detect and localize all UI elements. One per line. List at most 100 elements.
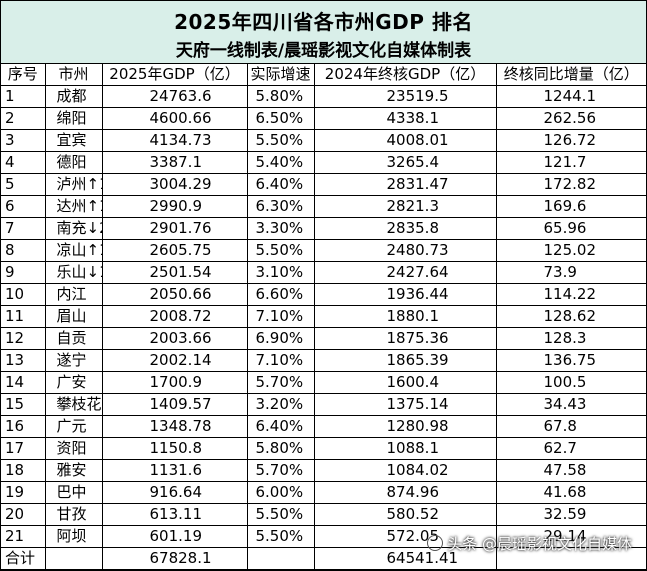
growth-rate-cell: 3.10% — [246, 261, 315, 284]
gdp-2024-cell: 23519.5 — [313, 85, 497, 108]
city-cell: 绵阳 — [44, 107, 103, 130]
rank-cell: 12 — [1, 327, 46, 350]
gdp-2024-cell: 580.52 — [313, 503, 497, 526]
sheet-title: 2025年四川省各市州GDP 排名 — [174, 10, 473, 34]
increment-cell: 67.8 — [495, 415, 646, 438]
watermark-text: 头条 @晨瑶影视文化自媒体 — [447, 535, 632, 553]
gdp-2024-cell: 1865.39 — [313, 349, 497, 372]
city-cell: 阿坝 — [44, 525, 103, 548]
rank-cell: 17 — [1, 437, 46, 460]
table-row: 14 广安 1700.9 5.70% 1600.4 100.5 — [1, 371, 646, 394]
increment-cell: 136.75 — [495, 349, 646, 372]
gdp-2025-cell: 2990.9 — [101, 195, 248, 218]
gdp-2025-cell: 2501.54 — [101, 261, 248, 284]
city-cell: 资阳 — [44, 437, 103, 460]
table-row: 21 阿坝 601.19 5.50% 572.05 29.14 — [1, 525, 646, 548]
city-cell: 乐山↓1 — [44, 261, 103, 284]
table-row: 20 甘孜 613.11 5.50% 580.52 32.59 — [1, 503, 646, 526]
gdp-2025-cell: 613.11 — [101, 503, 248, 526]
gdp-2025-cell: 2008.72 — [101, 305, 248, 328]
rank-cell: 21 — [1, 525, 46, 548]
increment-cell: 32.59 — [495, 503, 646, 526]
header-row: 序号 市州 2025年GDP（亿） 实际增速 2024年终核GDP（亿） 终核同… — [1, 64, 646, 86]
growth-rate-cell: 6.50% — [246, 107, 315, 130]
table-row: 1 成都 24763.6 5.80% 23519.5 1244.1 — [1, 85, 646, 108]
increment-cell: 100.5 — [495, 371, 646, 394]
watermark: 头条 @晨瑶影视文化自媒体 — [427, 533, 632, 554]
rank-cell: 6 — [1, 195, 46, 218]
gdp-2025-cell: 1150.8 — [101, 437, 248, 460]
increment-cell: 62.7 — [495, 437, 646, 460]
city-cell: 雅安 — [44, 459, 103, 482]
gdp-2025-cell: 1700.9 — [101, 371, 248, 394]
increment-cell: 126.72 — [495, 129, 646, 152]
total-label: 合计 — [1, 547, 46, 570]
gdp-2024-cell: 2427.64 — [313, 261, 497, 284]
gdp-2024-cell: 2821.3 — [313, 195, 497, 218]
increment-cell: 114.22 — [495, 283, 646, 306]
rank-cell: 4 — [1, 151, 46, 174]
rank-cell: 15 — [1, 393, 46, 416]
increment-cell: 29.14 — [495, 525, 646, 548]
growth-rate-cell: 5.80% — [246, 437, 315, 460]
table-body: 1 成都 24763.6 5.80% 23519.5 1244.1 2 绵阳 4600.66 6.… — [1, 85, 646, 548]
table-row: 13 遂宁 2002.14 7.10% 1865.39 136.75 — [1, 349, 646, 372]
rank-cell: 7 — [1, 217, 46, 240]
table-row: 3 宜宾 4134.73 5.50% 4008.01 126.72 — [1, 129, 646, 152]
sheet-subtitle: 天府一线制表/晨瑶影视文化自媒体制表 — [175, 41, 472, 61]
increment-cell: 172.82 — [495, 173, 646, 196]
rank-cell: 5 — [1, 173, 46, 196]
gdp-2024-cell: 1084.02 — [313, 459, 497, 482]
increment-cell: 34.43 — [495, 393, 646, 416]
title-banner: 2025年四川省各市州GDP 排名 天府一线制表/晨瑶影视文化自媒体制表 — [1, 1, 646, 64]
increment-cell: 125.02 — [495, 239, 646, 262]
city-cell: 成都 — [44, 85, 103, 108]
gdp-2025-cell: 24763.6 — [101, 85, 248, 108]
growth-rate-cell: 3.20% — [246, 393, 315, 416]
table-row: 10 内江 2050.66 6.60% 1936.44 114.22 — [1, 283, 646, 306]
rank-cell: 19 — [1, 481, 46, 504]
header-gdp-2025: 2025年GDP（亿） — [101, 64, 248, 86]
gdp-2025-cell: 2003.66 — [101, 327, 248, 350]
rank-cell: 3 — [1, 129, 46, 152]
gdp-2025-cell: 1409.57 — [101, 393, 248, 416]
growth-rate-cell: 6.40% — [246, 415, 315, 438]
growth-rate-cell: 3.30% — [246, 217, 315, 240]
gdp-2024-cell: 1280.98 — [313, 415, 497, 438]
growth-rate-cell: 5.50% — [246, 129, 315, 152]
gdp-2025-cell: 3387.1 — [101, 151, 248, 174]
growth-rate-cell: 5.50% — [246, 503, 315, 526]
city-cell: 泸州↑1 — [44, 173, 103, 196]
growth-rate-cell: 5.40% — [246, 151, 315, 174]
gdp-2024-cell: 2831.47 — [313, 173, 497, 196]
rank-cell: 1 — [1, 85, 46, 108]
city-cell: 巴中 — [44, 481, 103, 504]
gdp-2024-cell: 874.96 — [313, 481, 497, 504]
growth-rate-cell: 6.30% — [246, 195, 315, 218]
growth-rate-cell: 5.80% — [246, 85, 315, 108]
total-city-cell — [44, 547, 103, 570]
rank-cell: 10 — [1, 283, 46, 306]
total-gdp-2025: 67828.1 — [101, 547, 248, 570]
growth-rate-cell: 5.50% — [246, 239, 315, 262]
table-row: 4 德阳 3387.1 5.40% 3265.4 121.7 — [1, 151, 646, 174]
city-cell: 自贡 — [44, 327, 103, 350]
city-cell: 德阳 — [44, 151, 103, 174]
gdp-2024-cell: 1875.36 — [313, 327, 497, 350]
city-cell: 广安 — [44, 371, 103, 394]
gdp-2025-cell: 1131.6 — [101, 459, 248, 482]
rank-cell: 2 — [1, 107, 46, 130]
gdp-2025-cell: 916.64 — [101, 481, 248, 504]
growth-rate-cell: 7.10% — [246, 305, 315, 328]
increment-cell: 65.96 — [495, 217, 646, 240]
growth-rate-cell: 5.70% — [246, 459, 315, 482]
table-row: 2 绵阳 4600.66 6.50% 4338.1 262.56 — [1, 107, 646, 130]
increment-cell: 47.58 — [495, 459, 646, 482]
rank-cell: 20 — [1, 503, 46, 526]
watermark-logo-icon — [427, 535, 444, 551]
increment-cell: 169.6 — [495, 195, 646, 218]
growth-rate-cell: 6.60% — [246, 283, 315, 306]
rank-cell: 16 — [1, 415, 46, 438]
rank-cell: 13 — [1, 349, 46, 372]
